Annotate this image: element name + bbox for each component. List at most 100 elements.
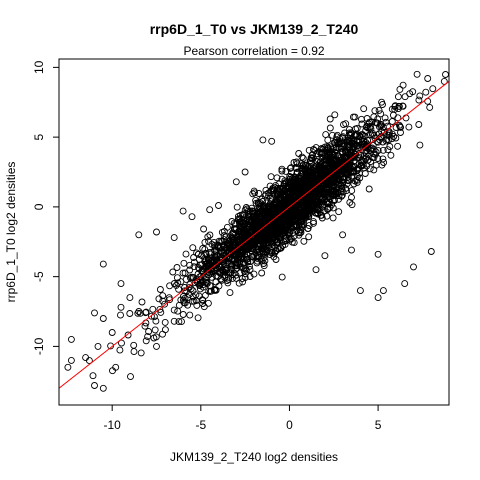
data-point xyxy=(250,218,258,226)
data-point xyxy=(337,173,345,181)
data-point xyxy=(241,168,249,176)
data-point xyxy=(234,216,242,223)
data-point xyxy=(252,199,260,207)
data-point xyxy=(272,209,280,216)
data-point xyxy=(295,150,303,157)
data-point xyxy=(141,322,149,330)
data-point xyxy=(281,179,289,187)
data-point xyxy=(269,185,277,192)
data-point xyxy=(257,208,265,216)
data-point xyxy=(279,182,287,190)
data-point xyxy=(289,211,297,219)
data-point xyxy=(313,150,321,158)
data-point xyxy=(295,221,303,229)
data-point xyxy=(117,311,124,319)
data-point xyxy=(219,249,227,256)
data-point xyxy=(385,129,393,137)
data-point xyxy=(340,121,347,129)
data-point xyxy=(401,280,409,288)
data-point xyxy=(261,250,269,258)
data-point xyxy=(223,244,231,252)
data-point xyxy=(181,294,189,302)
data-point xyxy=(315,162,323,170)
data-point xyxy=(151,326,159,334)
data-point xyxy=(260,260,268,267)
data-point xyxy=(298,167,306,175)
data-point xyxy=(287,222,295,230)
data-point xyxy=(422,88,430,96)
data-point xyxy=(279,203,287,211)
data-point xyxy=(118,339,125,347)
data-point xyxy=(246,262,253,270)
data-point xyxy=(394,93,402,101)
data-point xyxy=(258,195,266,203)
data-point xyxy=(188,213,196,221)
data-point xyxy=(217,275,225,283)
data-point xyxy=(374,115,382,123)
data-point xyxy=(415,96,423,104)
data-point xyxy=(395,121,403,129)
data-point xyxy=(374,250,382,258)
data-point xyxy=(201,291,209,299)
data-point xyxy=(91,382,98,389)
data-point xyxy=(355,169,363,177)
data-point xyxy=(295,229,302,237)
data-point xyxy=(298,215,306,223)
data-point xyxy=(180,296,187,304)
data-point xyxy=(179,311,187,318)
data-point xyxy=(365,185,373,193)
data-point xyxy=(258,269,266,277)
data-point xyxy=(135,231,143,239)
data-point xyxy=(99,260,107,268)
data-point xyxy=(369,154,377,162)
data-point xyxy=(318,154,326,162)
data-point xyxy=(214,242,222,249)
data-point xyxy=(215,263,223,271)
data-point xyxy=(186,266,194,274)
data-point xyxy=(401,93,409,101)
data-point xyxy=(178,318,185,326)
data-point xyxy=(232,265,240,273)
data-point xyxy=(281,218,289,226)
data-point xyxy=(112,363,120,371)
data-point xyxy=(147,312,155,320)
data-point xyxy=(152,317,160,325)
data-point xyxy=(337,182,345,190)
data-point xyxy=(394,142,402,150)
data-point xyxy=(272,205,280,213)
y-tick-label: -10 xyxy=(32,337,46,355)
data-point xyxy=(325,179,333,187)
data-point xyxy=(159,330,166,338)
data-point xyxy=(325,164,333,172)
data-point xyxy=(337,144,345,152)
data-point xyxy=(334,144,342,152)
data-point xyxy=(274,245,282,253)
data-point xyxy=(257,245,265,253)
data-point xyxy=(346,130,354,138)
data-point xyxy=(156,286,164,293)
data-point xyxy=(348,139,356,146)
data-point xyxy=(331,148,339,156)
data-point xyxy=(265,208,273,215)
data-point xyxy=(142,308,150,316)
data-point xyxy=(335,208,343,216)
data-point xyxy=(233,203,241,211)
data-point xyxy=(259,136,267,144)
data-point xyxy=(328,191,336,199)
data-point xyxy=(344,176,352,184)
data-point xyxy=(201,238,209,246)
data-point xyxy=(442,71,449,78)
data-point xyxy=(182,250,190,258)
data-point xyxy=(156,305,164,313)
data-point xyxy=(109,367,116,375)
data-point xyxy=(387,151,395,159)
data-point xyxy=(220,236,228,244)
data-point xyxy=(353,165,361,173)
data-point xyxy=(427,248,435,255)
data-point xyxy=(230,225,238,233)
data-point xyxy=(287,197,295,205)
data-point xyxy=(388,118,396,125)
data-point xyxy=(174,307,182,315)
data-point xyxy=(278,165,286,173)
data-point xyxy=(341,147,349,155)
